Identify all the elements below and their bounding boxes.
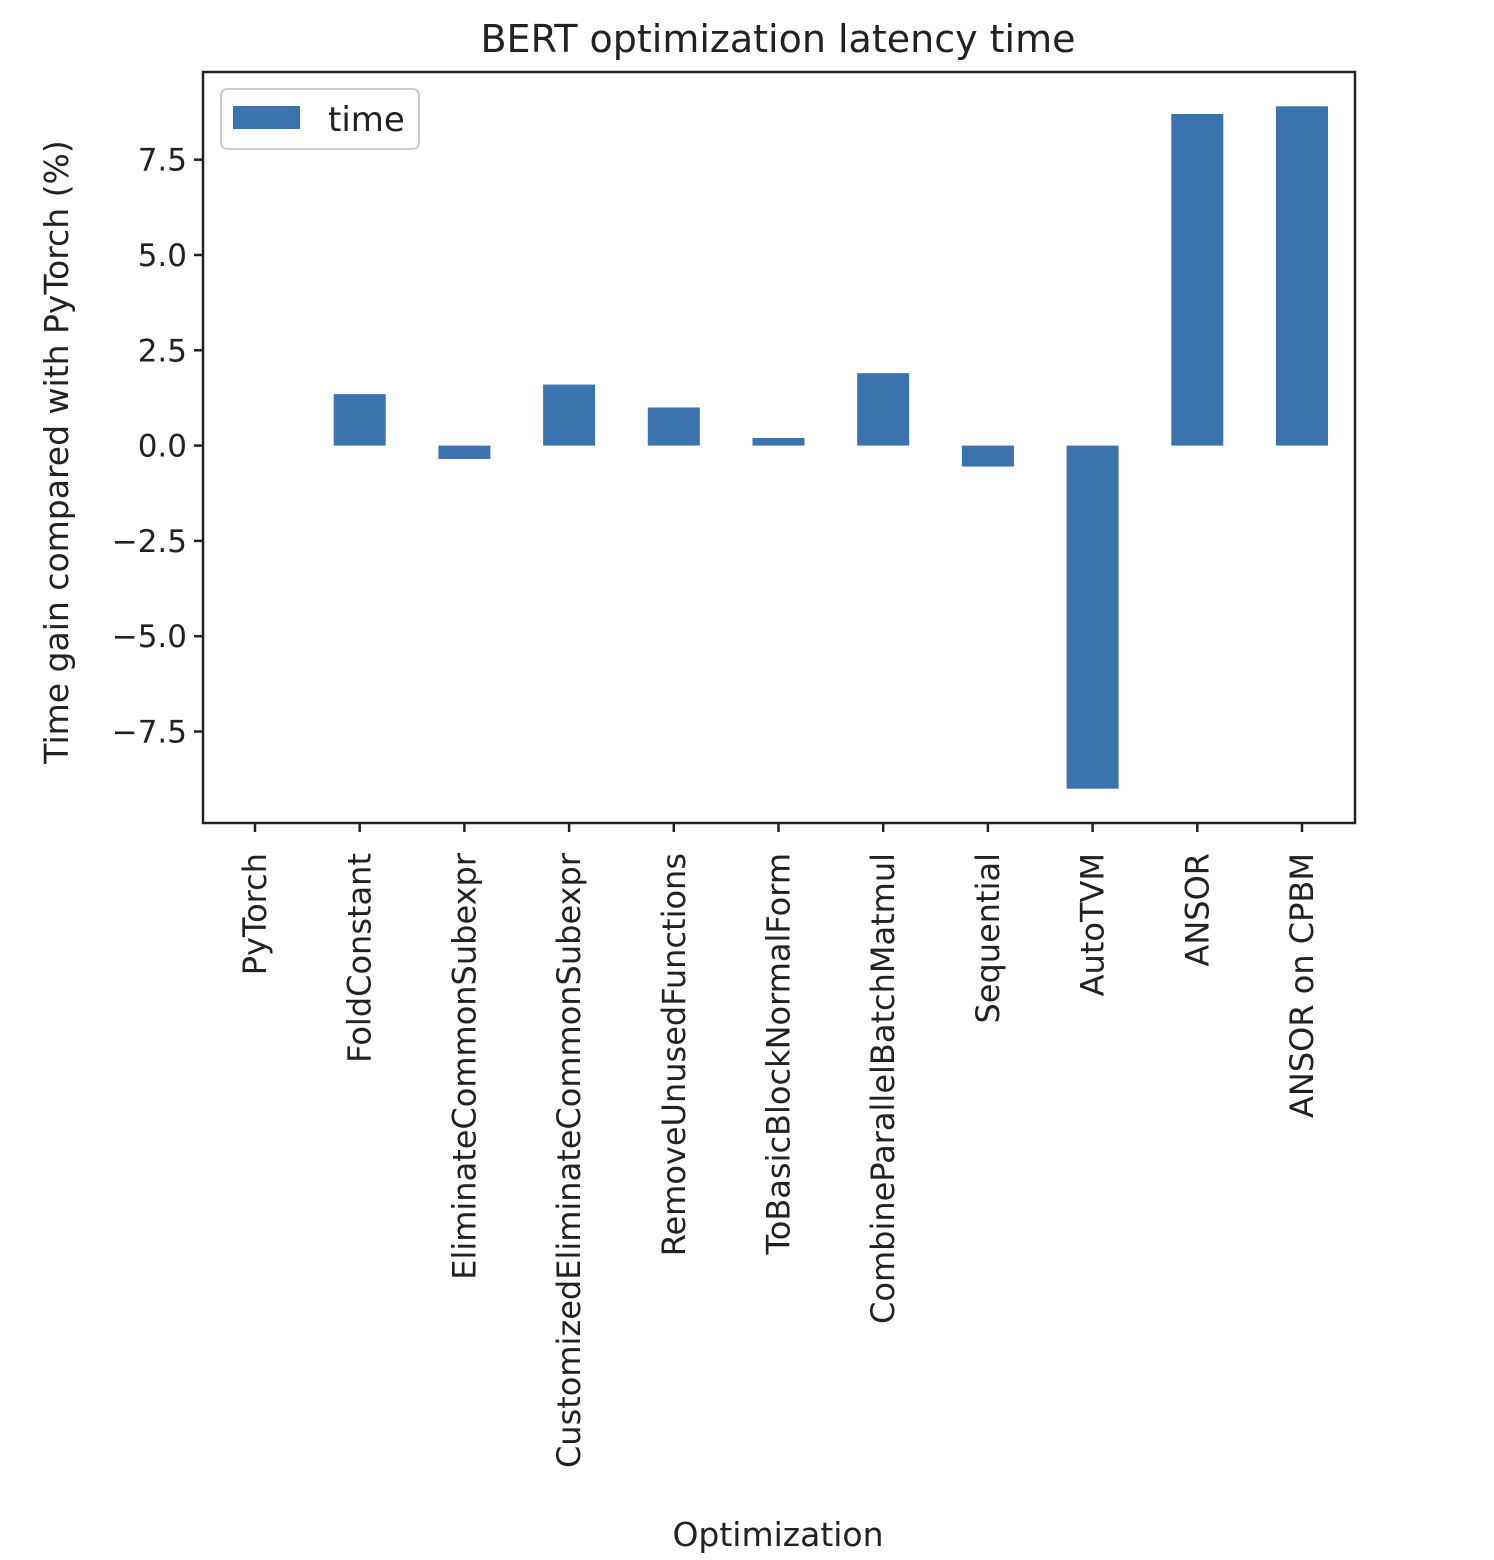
x-axis: PyTorch FoldConstant EliminateCommonSubexp… (236, 823, 1321, 1468)
bar-ansor-on-cpbm (1276, 106, 1328, 446)
legend-box (220, 88, 420, 150)
y-tick-label: −5.0 (112, 619, 187, 655)
bar-tobasicblocknormalform (752, 437, 805, 446)
bar-foldconstant (333, 394, 386, 446)
bar-autotvm (1066, 445, 1119, 789)
y-axis: −7.5 −5.0 −2.5 0.0 2.5 5.0 7.5 (112, 143, 203, 751)
x-tick-label: FoldConstant (341, 853, 379, 1063)
chart-title: BERT optimization latency time (480, 17, 1075, 61)
legend-label: time (328, 100, 405, 140)
x-tick-label: Sequential (969, 853, 1007, 1024)
y-tick-label: −2.5 (112, 524, 187, 560)
bars-group (333, 106, 1328, 789)
x-tick-label: PyTorch (236, 853, 274, 975)
x-tick-label: EliminateCommonSubexpr (445, 852, 483, 1280)
x-tick-label: CustomizedEliminateCommonSubexpr (550, 852, 588, 1468)
x-tick-label: ANSOR (1178, 853, 1216, 967)
y-tick-label: 5.0 (138, 238, 187, 274)
x-tick-label: AutoTVM (1074, 853, 1112, 996)
legend-swatch (233, 106, 300, 129)
y-tick-label: 0.0 (138, 429, 187, 465)
bar-sequential (961, 445, 1014, 467)
y-axis-label: Time gain compared with PyTorch (%) (37, 140, 76, 764)
y-tick-label: 7.5 (138, 143, 187, 179)
x-tick-label: ToBasicBlockNormalForm (760, 853, 798, 1255)
legend: time (220, 88, 420, 150)
bar-removeunusedfunctions (647, 407, 700, 446)
y-tick-label: 2.5 (138, 333, 187, 369)
x-tick-label: RemoveUnusedFunctions (655, 853, 693, 1256)
x-tick-label: CombineParallelBatchMatmul (864, 853, 902, 1324)
x-tick-label: ANSOR on CPBM (1283, 853, 1321, 1118)
bar-customizedeliminatecommonsubexpr (543, 384, 596, 446)
x-axis-label: Optimization (672, 1515, 883, 1554)
bar-eliminatecommonsubexpr (438, 445, 491, 459)
y-tick-label: −7.5 (112, 715, 187, 751)
bar-combineparallelbatchmatmul (857, 373, 910, 446)
bar-ansor (1171, 113, 1224, 446)
